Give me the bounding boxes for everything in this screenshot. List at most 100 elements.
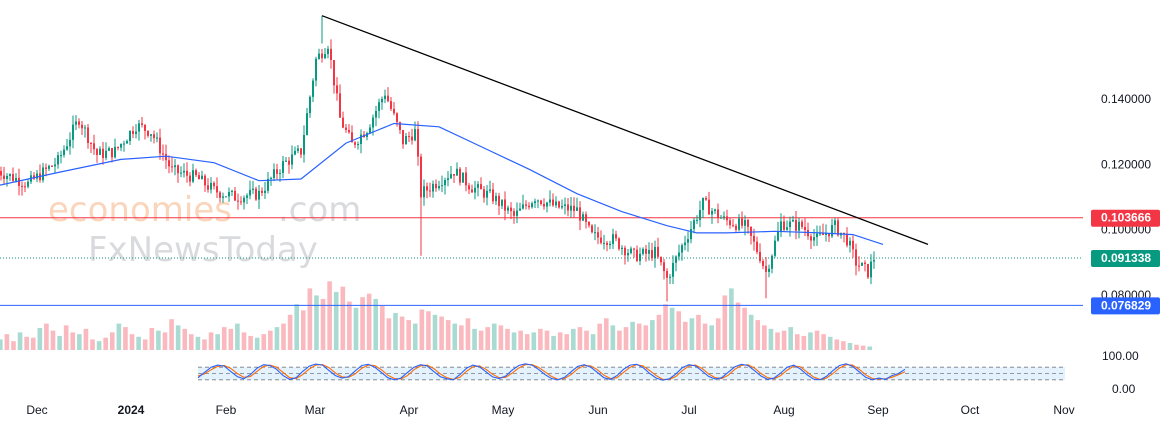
candle bbox=[645, 244, 647, 262]
time-tick-label: 2024 bbox=[118, 403, 145, 417]
volume-bar bbox=[669, 307, 675, 350]
candle bbox=[204, 173, 206, 192]
candle bbox=[858, 256, 860, 272]
candle bbox=[726, 209, 728, 226]
candle bbox=[69, 132, 71, 155]
candle bbox=[309, 95, 311, 118]
volume-bar bbox=[715, 318, 721, 350]
candle bbox=[54, 157, 56, 173]
volume-bar bbox=[399, 316, 405, 350]
candle bbox=[417, 121, 419, 166]
candle bbox=[666, 268, 668, 280]
candle bbox=[312, 78, 314, 102]
candle bbox=[798, 217, 800, 239]
candle bbox=[540, 199, 542, 206]
volume-bar bbox=[531, 332, 537, 350]
volume-bar bbox=[221, 327, 227, 350]
volume-bar bbox=[360, 297, 365, 350]
volume-bar bbox=[505, 328, 510, 350]
candle bbox=[489, 180, 491, 194]
candle bbox=[642, 247, 644, 256]
trendline[interactable] bbox=[321, 15, 929, 245]
volume-bar bbox=[90, 339, 95, 350]
volume-bar bbox=[77, 334, 82, 350]
volume-bar bbox=[254, 337, 260, 350]
candle bbox=[621, 245, 623, 255]
volume-bar bbox=[768, 328, 774, 350]
volume-bar bbox=[406, 320, 411, 350]
time-tick-label: Jun bbox=[588, 403, 607, 417]
candle bbox=[135, 124, 137, 139]
volume-bar bbox=[11, 341, 16, 350]
candle bbox=[51, 165, 53, 167]
candle bbox=[273, 163, 275, 182]
candle bbox=[153, 130, 155, 144]
candle bbox=[333, 59, 335, 94]
candle bbox=[558, 200, 560, 209]
candle bbox=[420, 153, 422, 202]
volume-bar bbox=[511, 332, 517, 350]
trendline-resistance[interactable] bbox=[321, 15, 929, 245]
volume-bar bbox=[340, 286, 346, 350]
candle bbox=[756, 236, 758, 255]
volume-bar bbox=[307, 288, 313, 350]
time-tick-label: May bbox=[492, 403, 515, 417]
candle bbox=[114, 138, 116, 159]
candle bbox=[534, 198, 536, 208]
candle bbox=[807, 222, 809, 240]
volume-bar bbox=[439, 316, 444, 350]
candle bbox=[156, 132, 158, 143]
volume-bar bbox=[636, 323, 642, 350]
volume-bar bbox=[274, 327, 280, 350]
candle bbox=[528, 202, 530, 210]
candle bbox=[669, 273, 671, 285]
volume-bar bbox=[386, 318, 392, 350]
volume-bar bbox=[557, 332, 563, 350]
candle bbox=[207, 178, 209, 193]
volume-bar bbox=[195, 336, 201, 350]
candle bbox=[519, 202, 521, 211]
plot-area[interactable] bbox=[0, 0, 1083, 430]
candle bbox=[147, 130, 149, 138]
volume-bar bbox=[24, 336, 29, 350]
candle bbox=[285, 156, 287, 163]
volume-bar bbox=[162, 332, 168, 350]
candle bbox=[675, 255, 677, 272]
candle bbox=[768, 264, 770, 278]
candle bbox=[345, 123, 347, 133]
candle bbox=[387, 87, 389, 103]
volume-bar bbox=[366, 293, 372, 350]
candle bbox=[120, 143, 122, 152]
candle bbox=[762, 259, 764, 270]
candle bbox=[198, 172, 200, 180]
candle bbox=[330, 39, 332, 69]
volume-bar bbox=[96, 341, 102, 350]
candle bbox=[231, 189, 233, 196]
candle bbox=[303, 125, 305, 163]
candle bbox=[150, 133, 152, 142]
candle bbox=[288, 157, 290, 174]
candle bbox=[636, 245, 638, 263]
candle bbox=[582, 211, 584, 222]
candle bbox=[579, 201, 581, 231]
candle bbox=[15, 173, 17, 183]
time-axis[interactable]: Dec 2024 Feb Mar Apr May Jun Jul Aug Sep Oct Nov bbox=[26, 403, 1074, 417]
candle bbox=[132, 126, 134, 139]
candle bbox=[261, 187, 263, 197]
candle bbox=[171, 157, 173, 173]
candle bbox=[360, 129, 362, 154]
candle bbox=[792, 215, 794, 223]
candle bbox=[870, 254, 872, 285]
volume-bar bbox=[353, 307, 359, 350]
volume-bar bbox=[235, 323, 240, 350]
candle bbox=[75, 115, 77, 131]
candle bbox=[405, 132, 407, 145]
candle bbox=[759, 243, 761, 264]
volume-bar bbox=[610, 325, 616, 350]
time-tick-label: Feb bbox=[216, 403, 237, 417]
candle bbox=[174, 159, 176, 176]
candle bbox=[438, 180, 440, 191]
candle bbox=[324, 47, 326, 60]
candle bbox=[423, 179, 425, 206]
